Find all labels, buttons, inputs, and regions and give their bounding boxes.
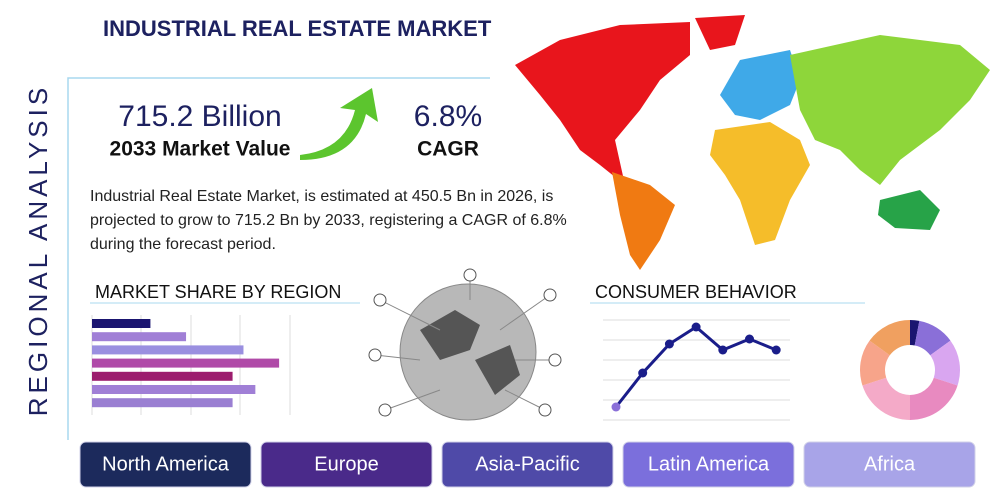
frame [67,77,490,440]
line-point [745,334,754,344]
bar [92,358,280,368]
network-globe [368,268,562,421]
bar [92,319,151,328]
line-point [664,339,674,349]
region-button[interactable] [622,441,795,488]
region-label[interactable]: North America [102,453,230,475]
donut-slice [869,320,910,356]
cagr: 6.8% [414,100,482,133]
region-button[interactable] [260,441,433,488]
line-point [638,368,648,378]
line-point [771,345,781,355]
market-share-title: MARKET SHARE BY REGION [95,282,341,302]
donut-slice [862,377,910,420]
donut-slice [914,320,951,356]
region-button[interactable] [441,441,614,488]
bar [92,332,187,342]
bar [92,371,233,381]
title: INDUSTRIAL REAL ESTATE MARKET [103,16,492,41]
line-point [691,322,701,332]
market-value-label: 2033 Market Value [110,138,291,161]
line-grid [603,319,790,421]
consumer-behavior-title: CONSUMER BEHAVIOR [595,282,797,302]
region-label[interactable]: Africa [864,453,916,475]
region-label[interactable]: Europe [314,453,379,475]
bar [92,398,233,408]
bar [92,345,244,355]
cagr-label: CAGR [417,138,479,161]
world-map [515,15,990,270]
region-label[interactable]: Latin America [648,453,770,475]
region-button[interactable] [79,441,252,488]
donut-slice [910,377,958,420]
bar [92,385,256,394]
donut-slice [910,320,920,346]
growth-arrow [300,88,378,160]
region-label[interactable]: Asia-Pacific [475,453,579,475]
donut-slice [860,340,890,386]
description: Industrial Real Estate Market, is estima… [90,188,567,253]
line-point [718,345,728,355]
market-value: 715.2 Billion [118,100,281,133]
line-point [611,402,621,412]
region-button[interactable] [803,441,976,488]
donut-slice [930,340,960,386]
side-label: REGIONAL ANALYSIS [23,84,53,416]
